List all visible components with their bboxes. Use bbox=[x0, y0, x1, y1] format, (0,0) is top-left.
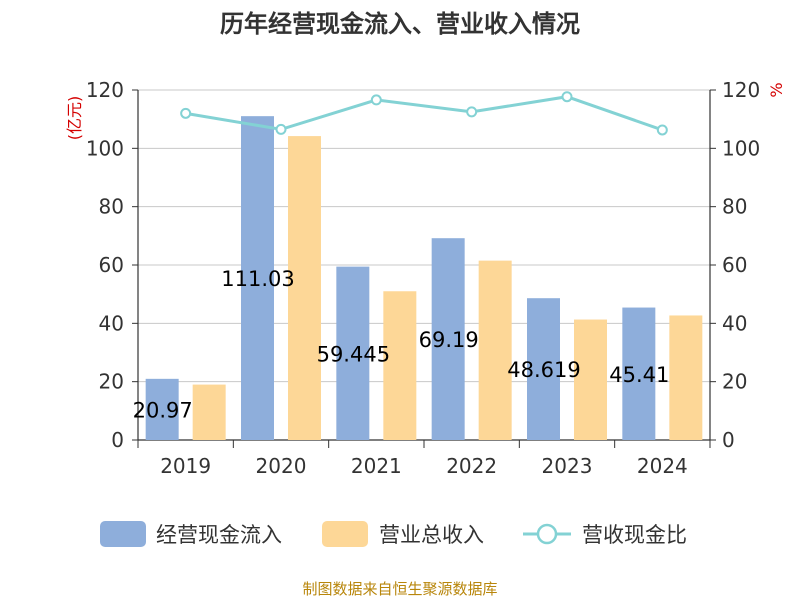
bar-value-label: 111.03 bbox=[221, 267, 294, 291]
x-tick-label: 2020 bbox=[256, 454, 307, 478]
y-right-tick-label: 120 bbox=[722, 78, 760, 102]
legend-label-cash-inflow: 经营现金流入 bbox=[156, 523, 282, 547]
ratio-line bbox=[180, 91, 668, 136]
bar-value-label: 69.19 bbox=[419, 328, 479, 352]
bar-total-revenue bbox=[192, 384, 226, 440]
y-left-tick-label: 20 bbox=[99, 370, 124, 394]
bar-cash-inflow bbox=[431, 238, 465, 440]
x-tick-label: 2024 bbox=[637, 454, 688, 478]
ratio-line-path bbox=[185, 95, 663, 132]
bar-value-label: 45.41 bbox=[609, 363, 669, 387]
ratio-point bbox=[275, 123, 287, 135]
ratio-point bbox=[561, 91, 573, 103]
bar-value-label: 48.619 bbox=[507, 358, 580, 382]
legend-marker-ratio bbox=[536, 523, 558, 545]
y-right-tick-label: 60 bbox=[722, 253, 747, 277]
bar-cash-inflow bbox=[622, 307, 656, 440]
y-left-tick-label: 120 bbox=[86, 78, 124, 102]
y-right-unit-label: % bbox=[767, 82, 786, 97]
legend-swatch-cash-inflow bbox=[100, 521, 146, 547]
x-tick-label: 2021 bbox=[351, 454, 402, 478]
bar-total-revenue bbox=[669, 315, 703, 440]
y-right-tick-label: 100 bbox=[722, 136, 760, 160]
ratio-point bbox=[370, 94, 382, 106]
y-left-tick-label: 60 bbox=[99, 253, 124, 277]
chart-title: 历年经营现金流入、营业收入情况 bbox=[220, 10, 580, 38]
x-tick-label: 2022 bbox=[446, 454, 497, 478]
legend-swatch-total-revenue bbox=[322, 521, 368, 547]
bar-cash-inflow bbox=[527, 298, 560, 440]
ratio-point bbox=[180, 107, 192, 119]
bar-value-label: 20.97 bbox=[133, 398, 193, 422]
y-right-tick-label: 0 bbox=[722, 428, 735, 452]
y-right-tick-label: 20 bbox=[722, 370, 747, 394]
bar-total-revenue bbox=[574, 319, 607, 440]
bar-cash-inflow bbox=[241, 116, 274, 440]
x-tick-label: 2023 bbox=[542, 454, 593, 478]
bar-labels: 20.97 111.03 59.445 69.19 48.619 45.41 bbox=[133, 267, 670, 422]
y-left-unit-label: (亿元) bbox=[65, 96, 84, 141]
y-left-tick-label: 0 bbox=[111, 428, 124, 452]
legend-label-ratio: 营收现金比 bbox=[582, 523, 687, 547]
x-tick-label: 2019 bbox=[160, 454, 211, 478]
y-left-tick-label: 80 bbox=[99, 195, 124, 219]
bar-total-revenue bbox=[478, 260, 512, 440]
ratio-point bbox=[656, 124, 668, 136]
bar-total-revenue bbox=[383, 291, 417, 440]
bar-cash-inflow bbox=[145, 378, 179, 440]
bar-total-revenue bbox=[288, 136, 321, 441]
grid-lines bbox=[138, 89, 710, 383]
legend-label-total-revenue: 营业总收入 bbox=[379, 523, 484, 547]
bar-cash-inflow bbox=[336, 266, 370, 440]
y-left-tick-label: 40 bbox=[99, 311, 124, 335]
y-left-tick-label: 100 bbox=[86, 136, 124, 160]
ratio-point bbox=[466, 106, 478, 118]
y-right-tick-label: 80 bbox=[722, 195, 747, 219]
y-right-tick-label: 40 bbox=[722, 311, 747, 335]
bar-value-label: 59.445 bbox=[317, 342, 390, 366]
source-note: 制图数据来自恒生聚源数据库 bbox=[302, 580, 497, 598]
bars bbox=[145, 116, 703, 441]
legend: 经营现金流入 营业总收入 营收现金比 bbox=[100, 521, 687, 547]
